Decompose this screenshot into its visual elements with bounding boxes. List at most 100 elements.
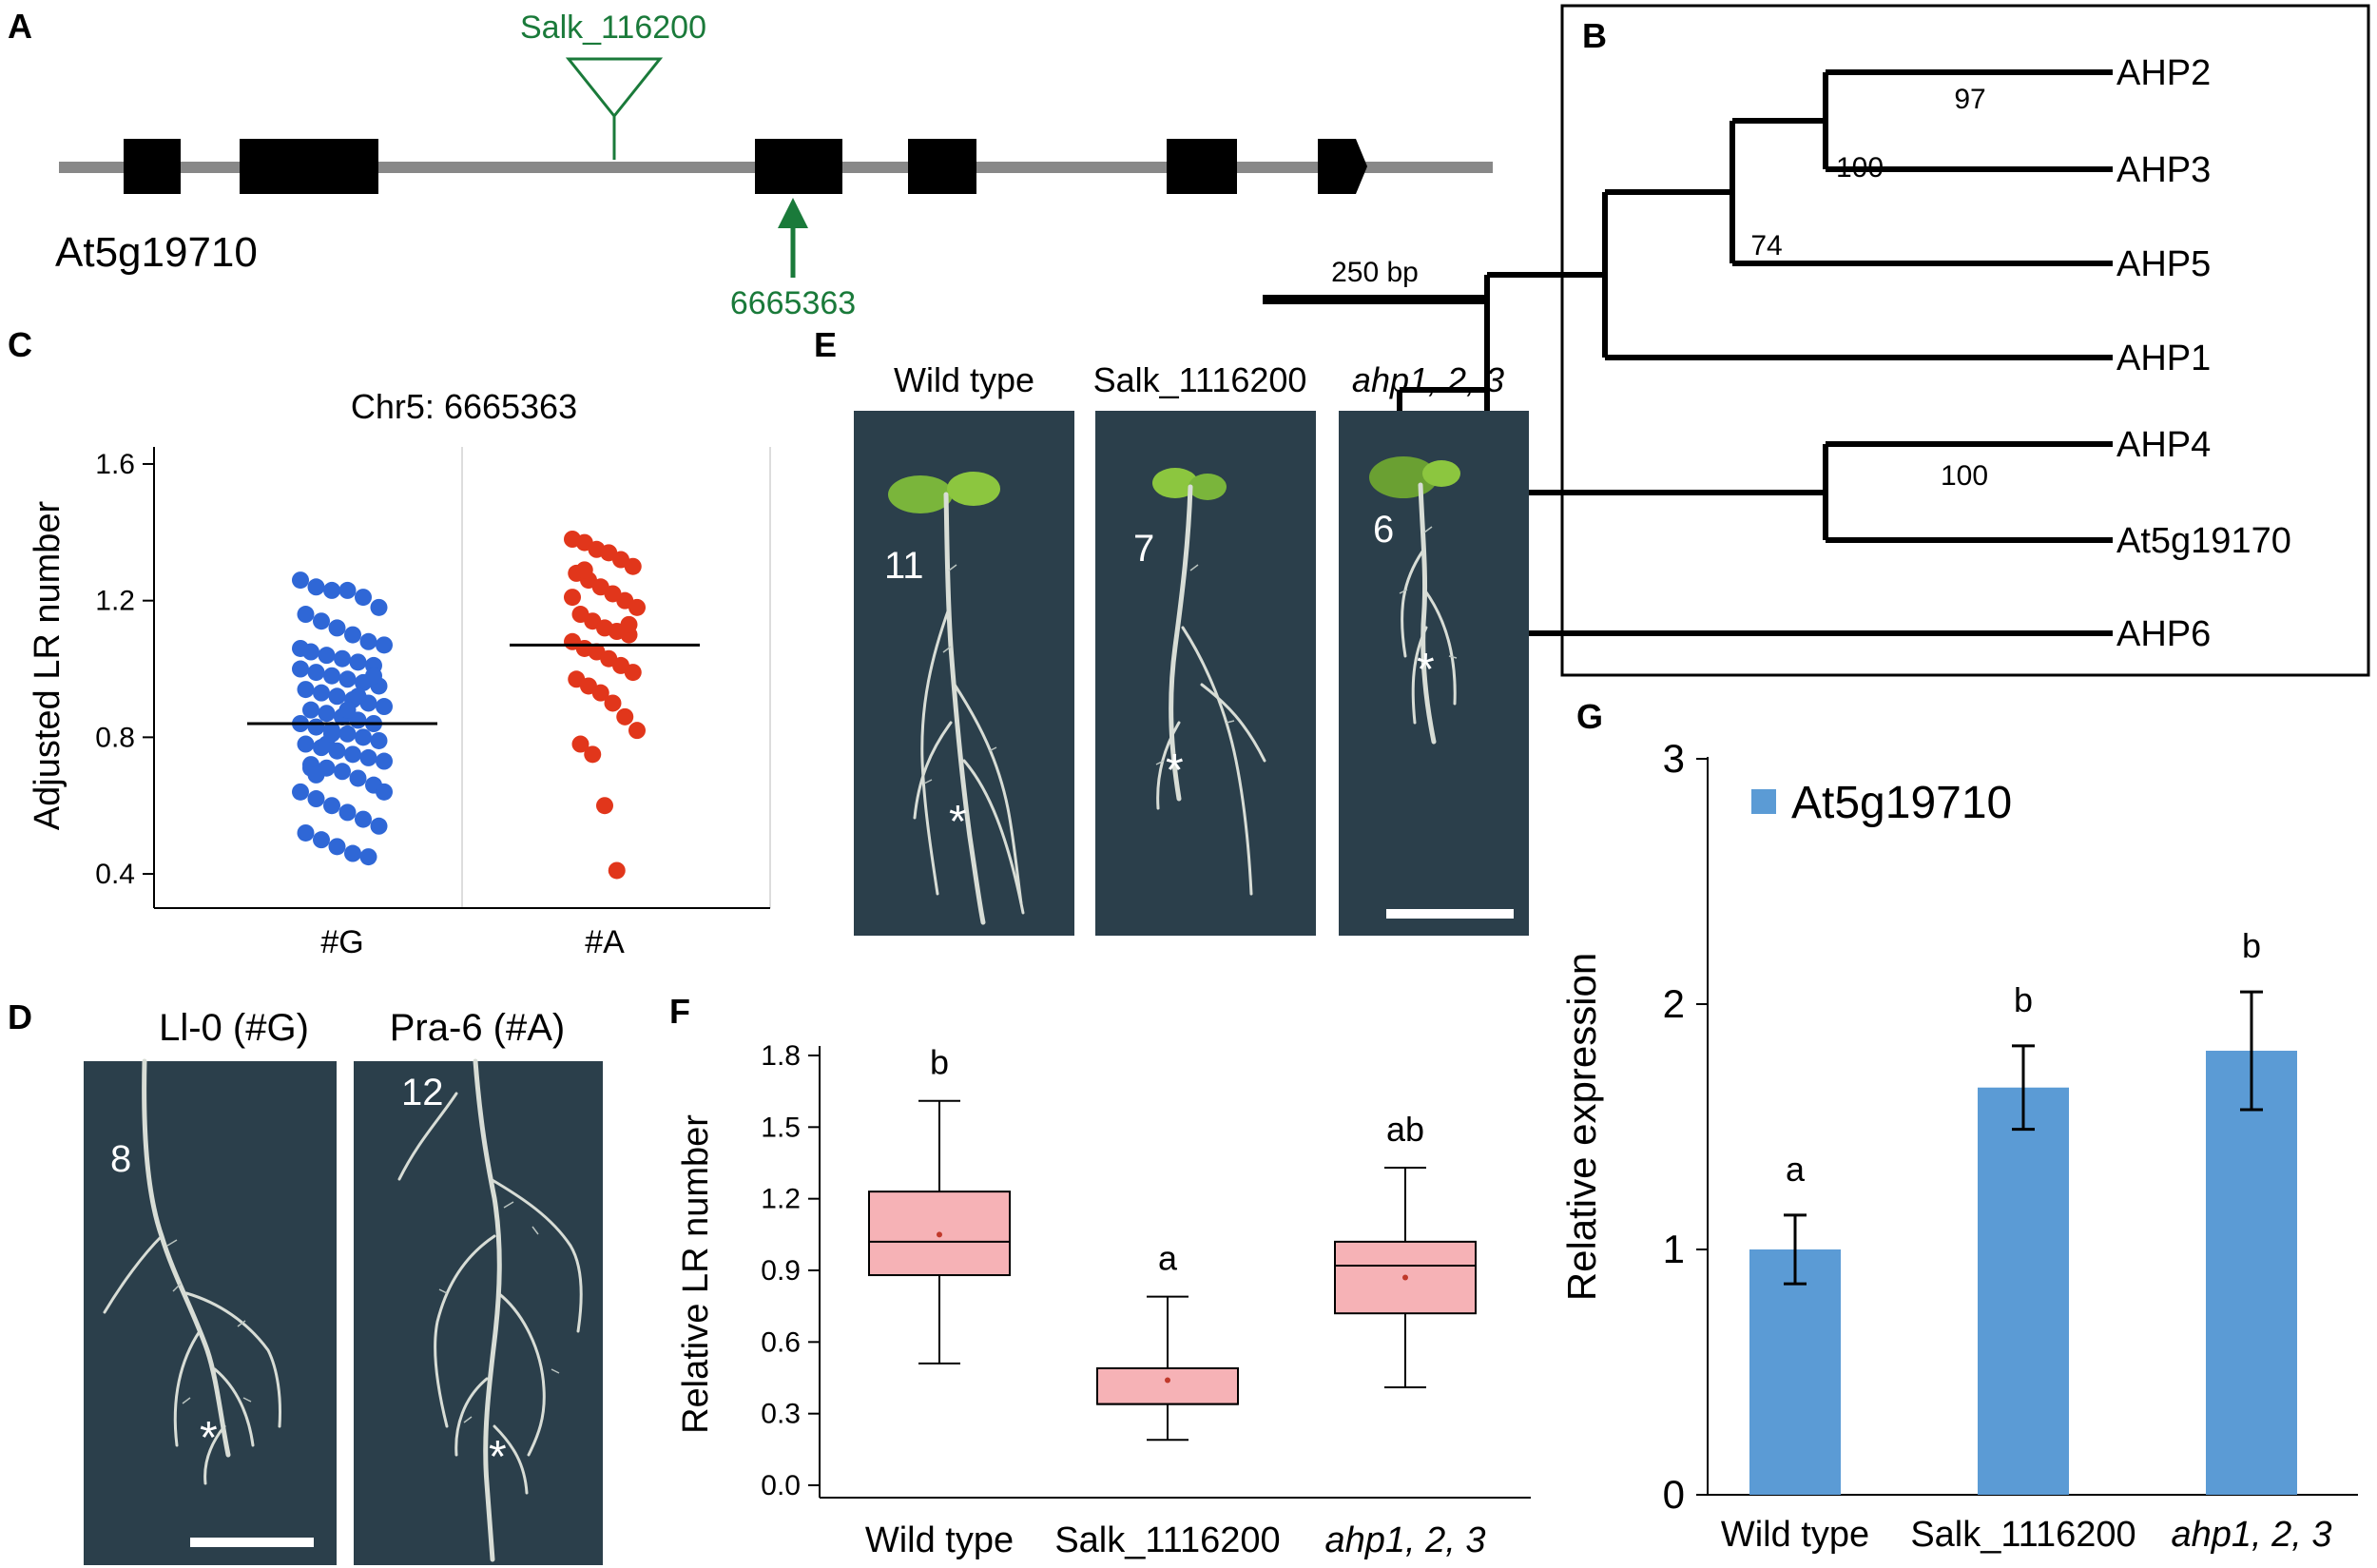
chart-c-ylabel: Adjusted LR number bbox=[28, 500, 68, 830]
chart-c-means bbox=[247, 643, 700, 726]
chart-f-boxes: b a ab bbox=[868, 1043, 1477, 1442]
data-point-g bbox=[318, 705, 336, 723]
data-point-g bbox=[376, 783, 393, 801]
data-point-g bbox=[338, 803, 357, 822]
insertion-label: Salk_116200 bbox=[520, 10, 706, 46]
data-point-g bbox=[338, 670, 357, 688]
data-point-g bbox=[344, 745, 361, 764]
data-point-g bbox=[334, 649, 351, 668]
photo-e2-title: Salk_1116200 bbox=[1093, 360, 1307, 399]
data-point-g bbox=[292, 639, 309, 657]
panel-g: G Relative expression At5g19710 3 2 1 0 a b b… bbox=[1559, 697, 2358, 1555]
data-point-g bbox=[307, 790, 325, 808]
data-point-g bbox=[370, 598, 388, 616]
data-point-g bbox=[307, 578, 325, 596]
panel-label-e: E bbox=[814, 325, 837, 364]
box-significance-letter: a bbox=[1158, 1239, 1178, 1278]
data-point-a bbox=[624, 664, 642, 682]
exon-5 bbox=[1167, 139, 1237, 194]
chart-g-bars: a b b bbox=[1749, 926, 2297, 1495]
chart-g-xtick-label: ahp1, 2, 3 bbox=[2171, 1515, 2331, 1555]
data-point-g bbox=[365, 667, 382, 685]
snp-position-label: 6665363 bbox=[730, 285, 856, 321]
count-e3: 6 bbox=[1373, 509, 1394, 551]
leaf-at5g19170: At5g19170 bbox=[2116, 521, 2291, 561]
bootstrap-97: 97 bbox=[1954, 84, 1985, 115]
data-point-g bbox=[355, 810, 372, 828]
chart-g-legend-label: At5g19710 bbox=[1791, 778, 2012, 828]
chart-g-yticks: 3 2 1 0 bbox=[1663, 736, 1708, 1517]
chart-f-ytick-label: 1.8 bbox=[761, 1040, 801, 1072]
data-point-a bbox=[564, 589, 581, 607]
panel-label-d: D bbox=[8, 997, 32, 1036]
data-point-g bbox=[318, 647, 336, 665]
scale-bar-label: 250 bp bbox=[1331, 257, 1419, 288]
asterisk-e2: * bbox=[1166, 745, 1184, 796]
chart-c-ytick-label: 0.4 bbox=[95, 859, 135, 890]
data-point-g bbox=[313, 684, 330, 702]
asterisk-e1: * bbox=[949, 797, 967, 847]
chart-g-xtick-label: Wild type bbox=[1721, 1515, 1869, 1555]
scale-bar-e bbox=[1386, 909, 1514, 919]
asterisk-d1: * bbox=[200, 1413, 218, 1463]
data-point-g bbox=[370, 731, 388, 749]
chart-f-ytick-label: 0.6 bbox=[761, 1326, 801, 1358]
chart-c-points bbox=[292, 531, 646, 880]
leaf-ahp6: AHP6 bbox=[2116, 614, 2211, 654]
data-point-a bbox=[628, 722, 646, 740]
data-point-a bbox=[596, 797, 613, 815]
chart-g-legend-swatch bbox=[1751, 789, 1776, 814]
data-point-g bbox=[328, 687, 346, 706]
data-point-g bbox=[292, 571, 309, 590]
chart-f-yticks: 1.8 1.5 1.2 0.9 0.6 0.3 0.0 bbox=[761, 1040, 820, 1501]
box-mean-marker bbox=[1165, 1377, 1170, 1384]
chart-f-ytick-label: 1.5 bbox=[761, 1112, 801, 1143]
data-point-a bbox=[575, 561, 593, 579]
data-point-g bbox=[359, 748, 377, 766]
data-point-g bbox=[359, 632, 377, 650]
bar-significance-letter: b bbox=[2242, 926, 2261, 965]
data-point-a bbox=[616, 707, 634, 726]
chart-f-ytick-label: 0.9 bbox=[761, 1255, 801, 1287]
photo-e3 bbox=[1339, 411, 1529, 936]
data-point-g bbox=[302, 701, 319, 719]
panel-a: A Salk_116200 6665363 At5g19710 250 bp bbox=[8, 7, 1493, 321]
gene-name: At5g19710 bbox=[55, 229, 258, 276]
data-point-g bbox=[328, 619, 346, 637]
seedling-e3 bbox=[1369, 456, 1460, 745]
data-point-g bbox=[323, 581, 340, 599]
chart-c-xticks: #G #A bbox=[320, 924, 625, 960]
data-point-g bbox=[338, 725, 357, 743]
bootstrap-100-b: 100 bbox=[1941, 460, 1988, 492]
leaf-ahp5: AHP5 bbox=[2116, 244, 2211, 284]
data-point-a bbox=[584, 745, 602, 764]
panel-f: F Relative LR number 1.8 1.5 1.2 0.9 0.6 0.3 0… bbox=[669, 992, 1531, 1560]
leaf-ahp1: AHP1 bbox=[2116, 339, 2211, 378]
panel-label-g: G bbox=[1576, 697, 1603, 736]
data-point-g bbox=[370, 817, 388, 835]
scale-bar bbox=[1263, 295, 1485, 304]
leaf-ahp2: AHP2 bbox=[2116, 53, 2211, 93]
data-point-g bbox=[313, 831, 330, 849]
exon-6-arrow bbox=[1318, 139, 1367, 194]
box-mean-marker bbox=[937, 1231, 942, 1238]
exon-4 bbox=[908, 139, 976, 194]
data-point-g bbox=[307, 664, 325, 682]
roots-d1 bbox=[103, 1058, 281, 1485]
chart-c-yticks: 1.6 1.2 0.8 0.4 bbox=[95, 449, 154, 890]
chart-f-ytick-label: 0.0 bbox=[761, 1470, 801, 1501]
data-point-g bbox=[338, 581, 357, 599]
chart-f-xticks: Wild type Salk_1116200 ahp1, 2, 3 bbox=[865, 1520, 1486, 1560]
photo-d1-title: Ll-0 (#G) bbox=[159, 1007, 309, 1049]
photo-d2-title: Pra-6 (#A) bbox=[390, 1007, 566, 1049]
data-point-a bbox=[591, 684, 609, 702]
exon-1 bbox=[124, 139, 181, 194]
photo-d1 bbox=[84, 1061, 337, 1565]
leaf-ahp3: AHP3 bbox=[2116, 150, 2211, 190]
bar bbox=[2206, 1051, 2297, 1495]
seedling-e1 bbox=[888, 472, 1025, 925]
chart-c-ytick-label: 1.2 bbox=[95, 586, 135, 617]
data-point-g bbox=[349, 769, 367, 787]
panel-b: B AHP2 AHP3 AHP5 AHP1 AHP4 At5g19170 AHP… bbox=[1397, 4, 2370, 677]
chart-g-xtick-label: Salk_1116200 bbox=[1910, 1515, 2135, 1555]
